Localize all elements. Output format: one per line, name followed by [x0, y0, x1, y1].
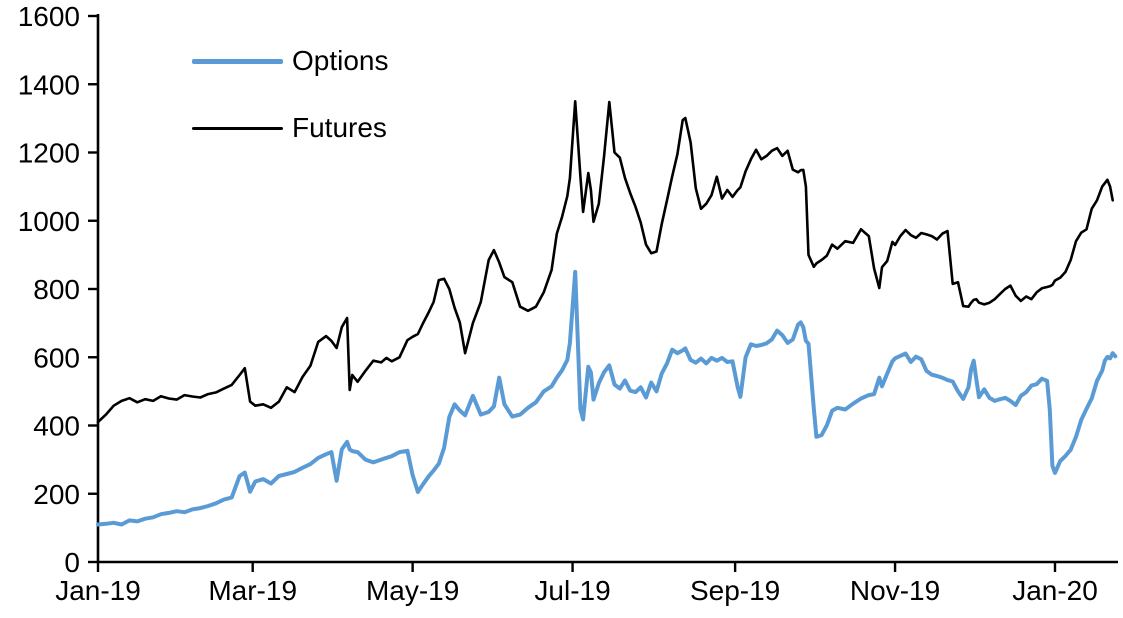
legend-item-futures: Futures — [192, 110, 387, 146]
options-line — [96, 269, 1118, 527]
y-tick-label: 600 — [33, 342, 80, 373]
x-tick-label: Jan-20 — [1012, 575, 1098, 606]
y-tick-label: 1000 — [18, 206, 80, 237]
y-tick-label: 0 — [64, 547, 80, 578]
futures-line — [96, 100, 1114, 424]
y-tick-label: 1400 — [18, 69, 80, 100]
legend-label-futures: Futures — [292, 112, 387, 143]
axis-lines — [96, 14, 1118, 564]
x-tick-label: Jan-19 — [55, 575, 141, 606]
x-tick-label: Nov-19 — [850, 575, 940, 606]
x-tick-label: Mar-19 — [208, 575, 297, 606]
y-tick-label: 400 — [33, 411, 80, 442]
y-tick-label: 800 — [33, 274, 80, 305]
legend-label-options: Options — [292, 45, 389, 76]
options-line-swatch — [192, 58, 283, 64]
x-tick-label: Jul-19 — [534, 575, 610, 606]
y-tick-label: 1200 — [18, 138, 80, 169]
x-tick-label: May-19 — [366, 575, 459, 606]
x-tick-label: Sep-19 — [690, 575, 780, 606]
legend-item-options: Options — [192, 43, 389, 79]
axis-ticks — [88, 14, 1057, 572]
futures-line-swatch — [192, 126, 283, 130]
y-tick-label: 1600 — [18, 1, 80, 32]
y-tick-label: 200 — [33, 479, 80, 510]
axis-labels: 0 200 400 600 800 1000 1200 1400 1600 Jan-19 Mar-1… — [18, 1, 1098, 606]
